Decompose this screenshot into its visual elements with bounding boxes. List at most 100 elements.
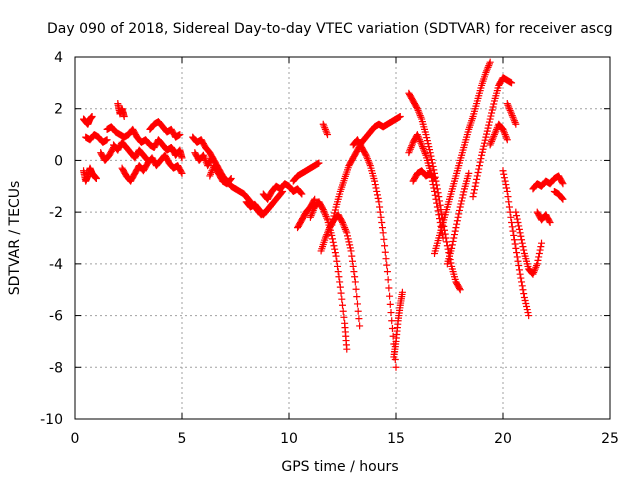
data-point [375,198,383,206]
data-point [510,236,518,244]
data-point [433,203,441,211]
data-point [331,245,339,253]
data-point [338,295,346,303]
data-point [340,222,348,230]
data-point [178,154,186,162]
data-point [508,218,516,226]
data-point [199,151,207,159]
data-point [371,177,379,185]
data-point [389,332,397,340]
data-point [558,194,566,202]
data-point [429,181,437,189]
data-point [487,112,495,120]
data-point [406,145,414,153]
data-point [471,182,479,190]
ascg-arc-37 [550,187,567,203]
data-point [309,208,317,216]
data-point [500,174,508,182]
data-point [520,246,528,254]
data-point [336,283,344,291]
y-axis-label: SDTVAR / TECUs [7,181,23,296]
data-point [377,213,385,221]
data-point [343,229,351,237]
data-point [328,221,336,229]
data-point [508,223,516,231]
data-point [430,174,438,182]
data-point [340,313,348,321]
data-point [414,132,422,140]
data-point [514,218,522,226]
ascg-arc-29 [443,169,473,268]
data-point [328,231,336,239]
data-point [488,106,496,114]
data-point [415,108,423,116]
data-point [343,345,351,353]
data-point [379,229,387,237]
data-point [339,301,346,309]
data-point [502,181,510,189]
data-point [415,134,423,142]
data-point [423,137,431,145]
data-point [406,147,414,155]
x-tick-label: 20 [494,431,512,447]
ascg-arc-33 [503,100,520,128]
data-point [322,127,330,135]
data-point [319,204,327,212]
data-point [513,249,521,257]
data-point [470,186,478,194]
data-point [487,139,495,147]
data-point [431,175,439,183]
data-point [329,215,337,223]
data-point [356,322,364,330]
data-point [363,153,371,161]
data-point [520,290,528,298]
data-point [426,149,434,157]
data-point [513,212,521,220]
data-point [333,257,341,265]
data-point [373,191,381,199]
data-point [529,270,537,278]
data-point [482,133,490,141]
data-point [518,236,526,244]
ascg-arc-17 [289,159,323,185]
y-tick-label: -8 [49,360,63,376]
data-point [511,240,519,248]
data-point [456,203,464,211]
data-point [417,139,425,147]
data-point [490,132,498,140]
data-point [534,256,542,264]
data-point [505,198,513,206]
data-point [383,268,391,276]
ascg-arc-28 [431,58,494,258]
data-point [485,121,493,129]
data-point [376,208,384,216]
ascg-arc-10 [167,144,186,162]
data-point [516,270,524,278]
data-point [297,189,305,197]
data-point [532,263,540,271]
y-tick-labels: -10 -8 -6 -4 -2 0 2 4 [40,50,63,428]
data-point [483,127,491,135]
data-point [383,261,391,269]
ascg-arc-32 [499,167,533,320]
data-point [361,150,369,158]
data-point [347,247,355,255]
data-point [484,124,492,132]
data-point [419,144,427,152]
data-point [520,293,528,301]
y-tick-label: -4 [49,257,63,273]
data-point [323,129,331,137]
data-point [489,103,497,111]
x-tick-label: 0 [71,431,80,447]
data-point [384,276,392,284]
data-point [354,307,362,315]
data-point [421,150,429,158]
data-point [483,130,491,138]
data-point [478,151,486,159]
data-point [508,79,516,87]
data-point [503,136,511,144]
data-point [449,237,457,245]
data-point [351,273,359,281]
data-point [454,213,462,221]
